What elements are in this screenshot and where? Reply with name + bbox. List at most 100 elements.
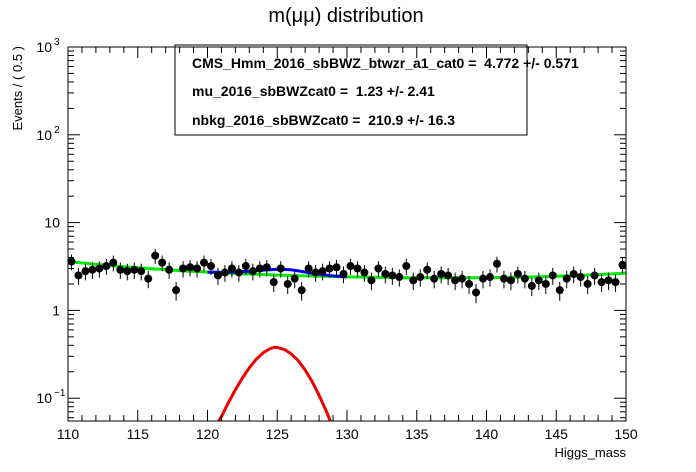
data-point [151,248,160,265]
data-point [200,255,209,272]
data-marker [144,274,153,283]
data-marker [430,274,439,283]
data-marker [172,286,181,295]
data-marker [611,278,620,287]
data-marker [213,271,222,280]
data-marker [465,279,474,288]
data-marker [220,268,229,277]
y-tick-exponent: −1 [54,388,66,399]
data-marker [255,264,264,273]
y-tick-exponent: 3 [54,37,60,48]
data-marker [479,274,488,283]
data-point [186,259,195,277]
x-tick-label: 125 [266,426,290,442]
data-point [248,263,257,281]
data-point [123,263,132,281]
data-marker [151,251,160,260]
data-marker [583,279,592,288]
y-tick-label: 10 [36,39,52,55]
data-point [604,272,613,291]
data-point [332,259,341,277]
data-point [81,263,90,281]
data-point [276,261,285,278]
data-point [67,254,76,271]
data-point [402,258,411,275]
data-marker [374,264,383,273]
data-marker [206,262,215,271]
data-marker [444,271,453,280]
x-axis-label: Higgs_mass [554,445,626,460]
signal-fit-line [217,345,332,421]
data-point [416,269,425,287]
data-marker [200,258,209,267]
data-point [569,266,578,284]
data-point [374,261,383,278]
data-marker [604,276,613,285]
data-marker [423,265,432,274]
data-marker [158,258,167,267]
y-tick-label: 1 [52,302,60,318]
data-marker [409,276,418,285]
data-marker [137,267,146,276]
y-tick-label: 10 [36,127,52,143]
data-point [520,270,529,289]
legend-frame [174,44,528,136]
data-marker [548,271,557,280]
legend-line-1: CMS_Hmm_2016_sbBWZ_btwzr_a1_cat0 = 4.772… [192,55,579,71]
data-point [409,272,418,291]
data-point [283,276,292,295]
data-marker [360,268,369,277]
data-marker [541,279,550,288]
x-tick-label: 110 [57,426,80,442]
data-point [227,261,236,278]
data-point [144,270,153,289]
data-point [255,261,264,278]
data-marker [346,262,355,271]
data-marker [123,267,132,276]
data-marker [527,281,536,290]
data-marker [562,274,571,283]
data-marker [451,276,460,285]
data-marker [318,267,327,276]
x-tick-label: 130 [335,426,359,442]
data-point [165,262,174,279]
data-marker [193,264,202,273]
data-marker [290,274,299,283]
data-point [158,255,167,272]
data-marker [555,286,564,295]
data-marker [234,268,243,277]
data-point [611,274,620,293]
data-marker [520,274,529,283]
data-point [290,270,299,289]
data-point [241,258,250,275]
data-marker [367,276,376,285]
data-marker [416,273,425,282]
data-point [74,267,83,285]
data-point [116,262,125,279]
data-point [95,261,104,278]
x-tick-label: 150 [614,426,638,442]
data-marker [458,274,467,283]
data-point [479,270,488,289]
data-point [527,277,536,297]
data-point [353,261,362,278]
data-point [583,276,592,295]
data-marker [179,264,188,273]
data-point [102,258,111,275]
data-point [444,267,453,285]
data-marker [88,265,97,274]
data-point [437,266,446,284]
data-marker [381,269,390,278]
data-marker [67,257,76,266]
data-point [304,261,313,278]
data-marker [325,264,334,273]
data-point [506,272,515,291]
data-point [423,262,432,279]
data-point [548,267,557,285]
data-marker [534,276,543,285]
data-point [485,269,494,287]
data-point [555,281,564,301]
legend-line-3: nbkg_2016_sbBWZcat0 = 210.9 +/- 16.3 [192,112,455,128]
